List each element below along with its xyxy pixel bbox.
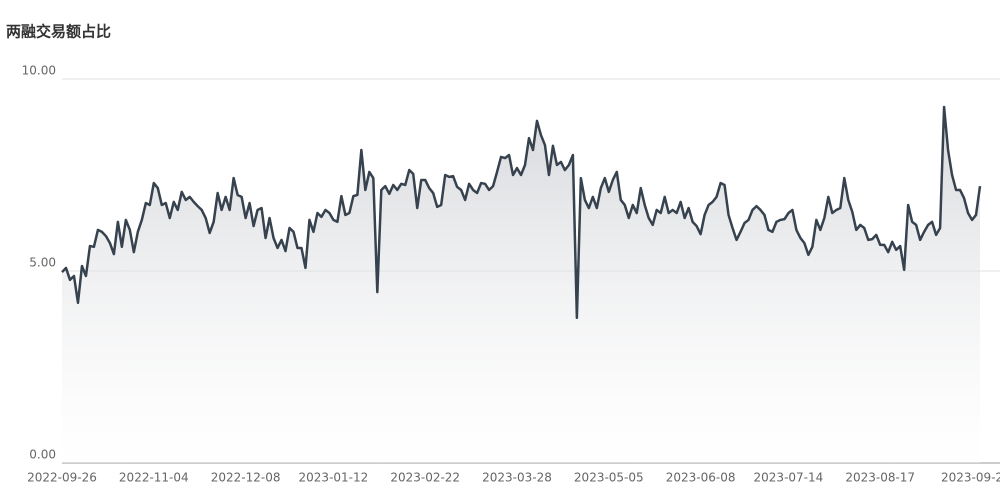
line [61,105,982,320]
x-tick-label: 2022-12-08 [211,471,281,485]
x-tick-label: 2022-09-26 [27,471,97,485]
x-tick-label: 2023-07-14 [754,471,824,485]
y-tick-label: 10.00 [22,64,56,78]
x-tick-label: 2023-05-05 [574,471,644,485]
y-tick-label: 5.00 [29,256,56,270]
chart-title: 两融交易额占比 [6,23,111,41]
x-tick-label: 2023-09-2 [941,471,1000,485]
x-tick-label: 2023-01-12 [299,471,369,485]
x-tick-label: 2022-11-04 [119,471,189,485]
x-tick-label: 2023-08-17 [845,471,915,485]
x-tick-label: 2023-02-22 [390,471,460,485]
x-tick-label: 2023-06-08 [666,471,736,485]
x-tick-label: 2023-03-28 [482,471,552,485]
y-tick-label: 0.00 [29,448,56,462]
area [62,107,980,463]
